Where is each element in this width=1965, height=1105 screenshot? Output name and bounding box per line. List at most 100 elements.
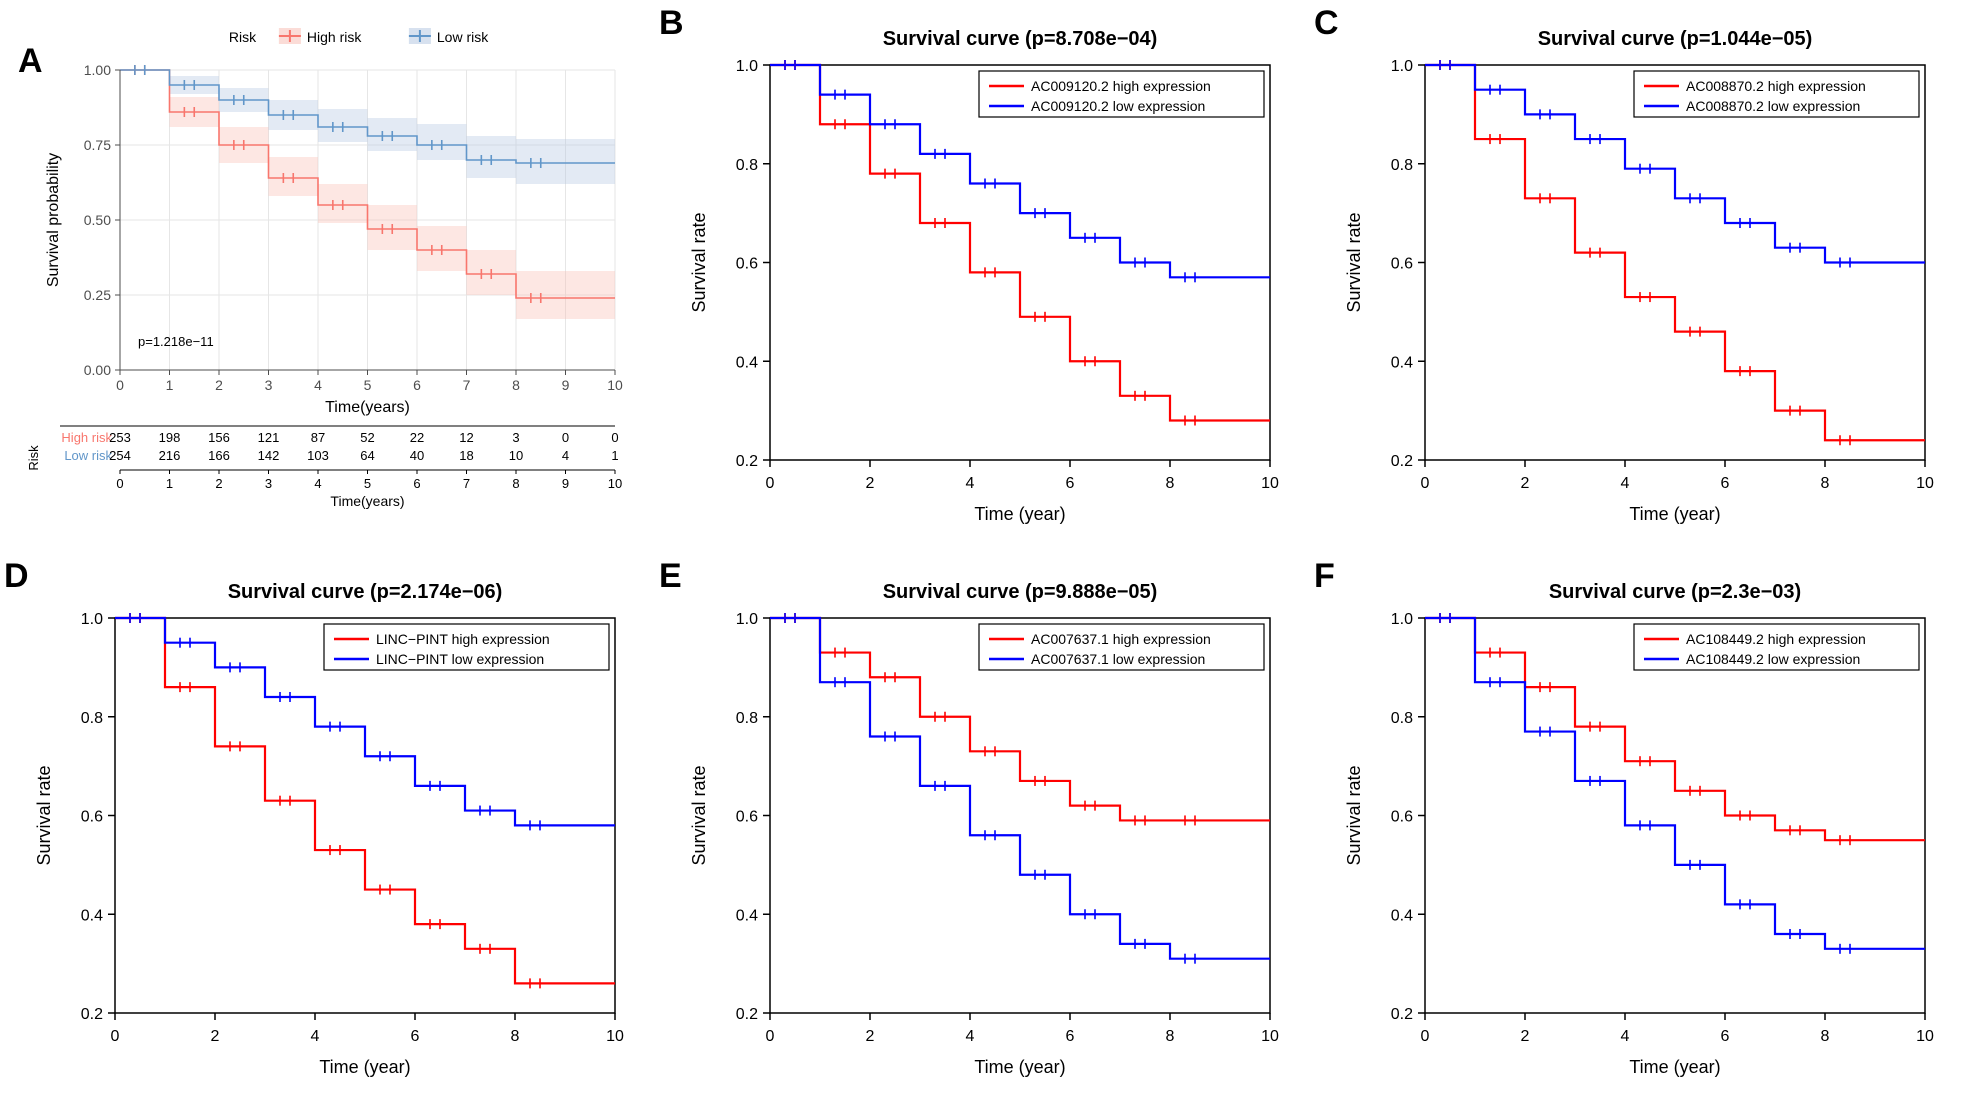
svg-text:Survival curve (p=9.888e−05): Survival curve (p=9.888e−05) — [883, 581, 1158, 603]
svg-text:5: 5 — [364, 377, 372, 393]
svg-text:216: 216 — [159, 448, 181, 463]
svg-text:0: 0 — [611, 430, 618, 445]
svg-text:0: 0 — [116, 377, 124, 393]
figure-grid: A 0123456789100.000.250.500.751.00Time(y… — [0, 0, 1965, 1105]
svg-text:AC009120.2 low expression: AC009120.2 low expression — [1031, 98, 1205, 114]
panel-label-F: F — [1314, 557, 1335, 596]
svg-text:Risk: Risk — [229, 29, 257, 45]
svg-text:AC108449.2 low expression: AC108449.2 low expression — [1686, 651, 1860, 667]
svg-text:AC009120.2 high expression: AC009120.2 high expression — [1031, 78, 1211, 94]
panel-label-E: E — [659, 557, 682, 596]
svg-text:Survival rate: Survival rate — [34, 765, 54, 865]
svg-text:10: 10 — [1916, 1028, 1934, 1045]
svg-text:Survival probability: Survival probability — [45, 153, 62, 287]
svg-text:Survival curve (p=1.044e−05): Survival curve (p=1.044e−05) — [1538, 28, 1813, 50]
svg-text:Time(years): Time(years) — [325, 399, 410, 416]
svg-text:Survival rate: Survival rate — [1344, 765, 1364, 865]
svg-text:142: 142 — [258, 448, 280, 463]
svg-text:0.4: 0.4 — [1391, 354, 1413, 371]
svg-text:0.4: 0.4 — [736, 907, 758, 924]
svg-text:0: 0 — [116, 476, 123, 491]
panel-B: B Survival curve (p=8.708e−04)02468100.2… — [655, 0, 1310, 553]
svg-text:4: 4 — [966, 475, 975, 492]
panel-label-B: B — [659, 4, 684, 43]
svg-text:0.8: 0.8 — [736, 157, 758, 174]
svg-text:Survival rate: Survival rate — [1344, 212, 1364, 312]
svg-text:52: 52 — [360, 430, 374, 445]
svg-text:10: 10 — [1916, 475, 1934, 492]
svg-text:9: 9 — [562, 476, 569, 491]
svg-text:AC007637.1 low expression: AC007637.1 low expression — [1031, 651, 1205, 667]
svg-text:0.6: 0.6 — [736, 256, 758, 273]
svg-text:Time (year): Time (year) — [1629, 1057, 1720, 1077]
svg-text:8: 8 — [1821, 475, 1830, 492]
svg-text:253: 253 — [109, 430, 131, 445]
svg-text:87: 87 — [311, 430, 325, 445]
svg-text:0.6: 0.6 — [736, 808, 758, 825]
svg-text:1.0: 1.0 — [81, 611, 103, 628]
svg-text:8: 8 — [512, 476, 519, 491]
svg-text:0.2: 0.2 — [1391, 1006, 1413, 1023]
svg-text:6: 6 — [411, 1028, 420, 1045]
svg-text:4: 4 — [966, 1028, 975, 1045]
svg-text:22: 22 — [410, 430, 424, 445]
panel-C: C Survival curve (p=1.044e−05)02468100.2… — [1310, 0, 1965, 553]
svg-text:2: 2 — [1521, 1028, 1530, 1045]
svg-text:6: 6 — [1721, 1028, 1730, 1045]
svg-text:6: 6 — [413, 377, 421, 393]
svg-text:4: 4 — [1621, 1028, 1630, 1045]
svg-text:2: 2 — [866, 1028, 875, 1045]
svg-text:Survival rate: Survival rate — [689, 765, 709, 865]
svg-text:1: 1 — [166, 377, 174, 393]
svg-text:0.6: 0.6 — [1391, 808, 1413, 825]
svg-text:8: 8 — [1166, 475, 1175, 492]
svg-text:Time(years): Time(years) — [330, 493, 404, 509]
svg-text:2: 2 — [215, 377, 223, 393]
svg-text:p=1.218e−11: p=1.218e−11 — [138, 334, 214, 349]
svg-text:40: 40 — [410, 448, 424, 463]
svg-text:4: 4 — [1621, 475, 1630, 492]
svg-text:Time (year): Time (year) — [974, 1057, 1065, 1077]
svg-text:0: 0 — [562, 430, 569, 445]
svg-text:166: 166 — [208, 448, 230, 463]
svg-text:AC108449.2 high expression: AC108449.2 high expression — [1686, 631, 1866, 647]
panel-A: A 0123456789100.000.250.500.751.00Time(y… — [0, 0, 655, 553]
svg-text:Time (year): Time (year) — [319, 1057, 410, 1077]
svg-text:8: 8 — [1821, 1028, 1830, 1045]
svg-text:4: 4 — [314, 476, 321, 491]
svg-text:8: 8 — [1166, 1028, 1175, 1045]
svg-text:64: 64 — [360, 448, 374, 463]
svg-text:2: 2 — [215, 476, 222, 491]
svg-text:0: 0 — [1421, 1028, 1430, 1045]
svg-text:Survival curve (p=2.3e−03): Survival curve (p=2.3e−03) — [1549, 581, 1801, 603]
svg-text:0.6: 0.6 — [81, 808, 103, 825]
svg-text:AC008870.2 high expression: AC008870.2 high expression — [1686, 78, 1866, 94]
svg-text:0.4: 0.4 — [736, 354, 758, 371]
svg-text:6: 6 — [1066, 475, 1075, 492]
svg-text:6: 6 — [1066, 1028, 1075, 1045]
svg-text:0: 0 — [1421, 475, 1430, 492]
svg-text:8: 8 — [511, 1028, 520, 1045]
svg-text:AC007637.1 high expression: AC007637.1 high expression — [1031, 631, 1211, 647]
svg-text:LINC−PINT low expression: LINC−PINT low expression — [376, 651, 544, 667]
svg-text:0.75: 0.75 — [84, 137, 111, 153]
svg-text:12: 12 — [459, 430, 473, 445]
svg-text:198: 198 — [159, 430, 181, 445]
svg-text:2: 2 — [1521, 475, 1530, 492]
svg-text:10: 10 — [1261, 1028, 1279, 1045]
svg-text:LINC−PINT high expression: LINC−PINT high expression — [376, 631, 550, 647]
svg-text:Time (year): Time (year) — [1629, 504, 1720, 524]
svg-text:7: 7 — [463, 377, 471, 393]
svg-text:10: 10 — [607, 377, 623, 393]
svg-text:0.2: 0.2 — [736, 1006, 758, 1023]
svg-text:3: 3 — [265, 476, 272, 491]
svg-text:3: 3 — [512, 430, 519, 445]
svg-text:0: 0 — [766, 1028, 775, 1045]
svg-text:0: 0 — [111, 1028, 120, 1045]
panel-label-D: D — [4, 557, 29, 596]
svg-text:18: 18 — [459, 448, 473, 463]
svg-text:Low risk: Low risk — [437, 29, 489, 45]
svg-text:High risk: High risk — [307, 29, 362, 45]
svg-text:8: 8 — [512, 377, 520, 393]
svg-text:3: 3 — [265, 377, 273, 393]
